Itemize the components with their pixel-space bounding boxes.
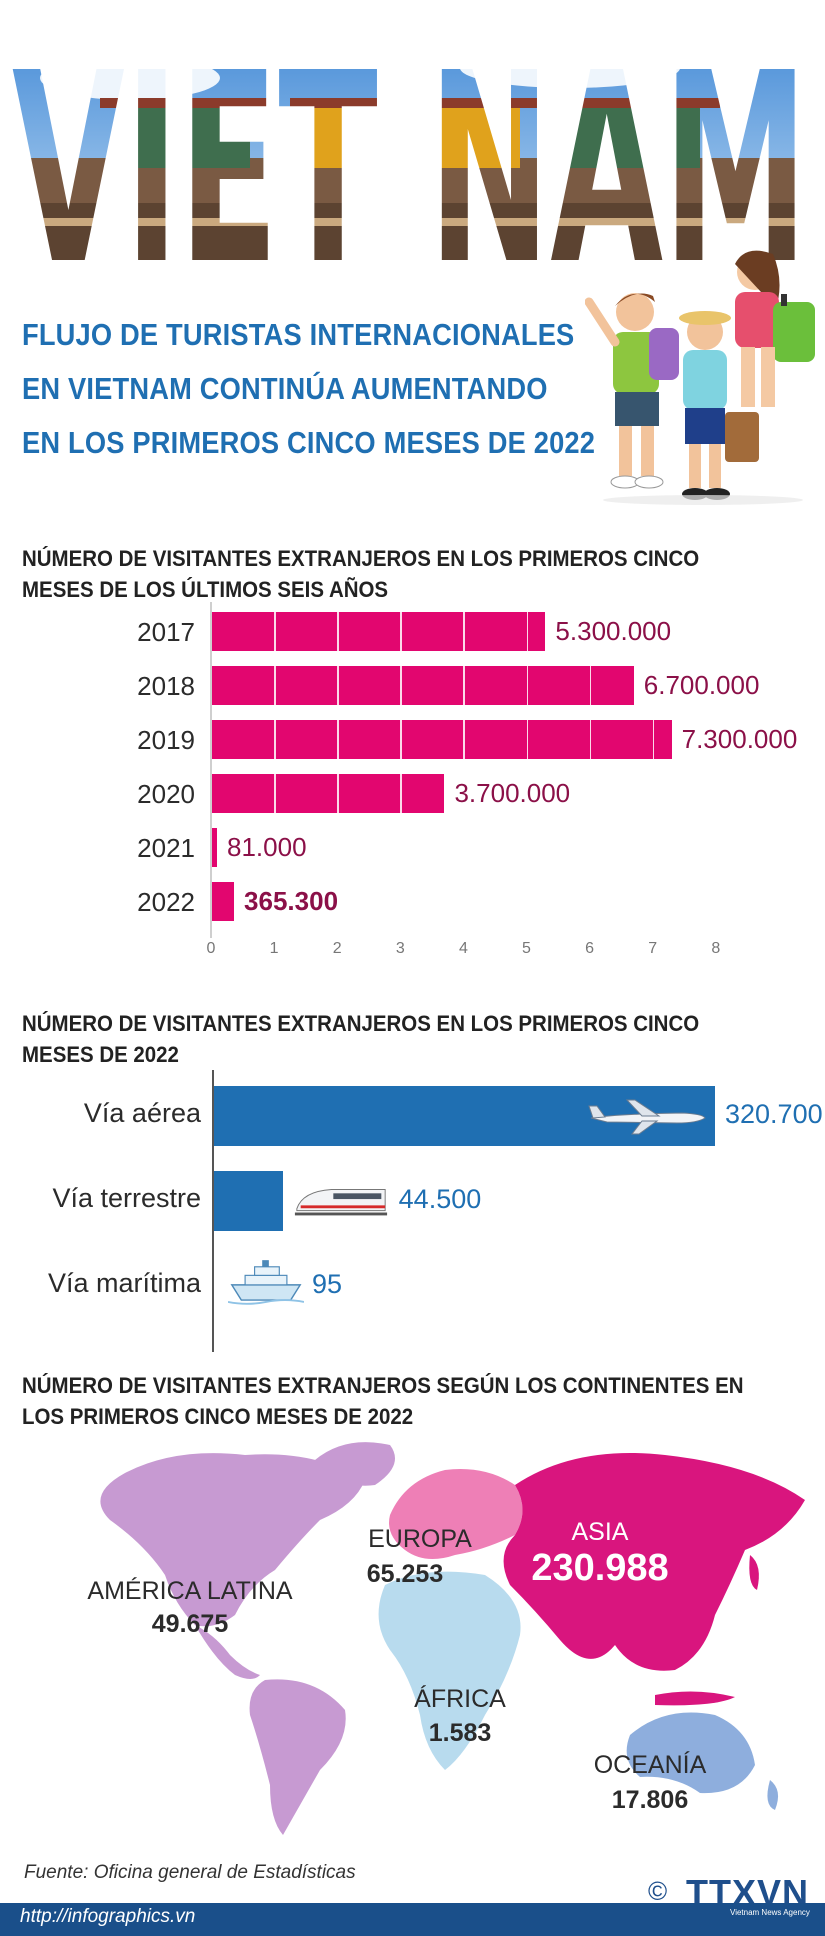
north-america-shape [100,1453,365,1627]
region-value-africa: 1.583 [428,1719,492,1747]
x-tick-5: 5 [522,940,531,957]
indonesia-shape [655,1691,735,1706]
yearly-visitors-chart: 2017 5.300.000 2018 6.700.000 2019 7.300.000 2… [0,600,825,960]
bar-2019 [211,720,672,759]
x-tick-3: 3 [395,940,405,957]
region-value-oceania: 17.806 [611,1786,689,1814]
bar-segment-line [589,720,592,759]
value-label-2017: 5.300.000 [555,616,672,646]
title-line-3: EN LOS PRIMEROS CINCO MESES DE 2022 [22,425,596,460]
bar-segment-line [463,666,465,705]
logo-subtitle: Vietnam News Agency [730,1908,810,1917]
region-value-asia: 230.988 [531,1547,669,1589]
bar-segment-line [337,666,339,705]
tourists-illustration [585,250,815,505]
chart2-axis-line [212,1070,214,1352]
bar-segment-line [463,720,465,759]
bar-segment-line [526,612,528,651]
bar-segment-line [337,612,339,651]
year-label-2020: 2020 [137,779,195,809]
bar-segment-line [526,666,528,705]
footer-url-link[interactable]: http://infographics.vn [20,1906,196,1927]
mode-label-v-a-a-rea: Vía aérea [83,1098,201,1128]
ship-icon [228,1260,304,1305]
bar-2018 [211,666,634,705]
chart3-title: NÚMERO DE VISITANTES EXTRANJEROS SEGÚN L… [22,1373,744,1429]
value-label-2018: 6.700.000 [643,670,760,700]
mode-label-v-a-terrestre: Vía terrestre [52,1183,201,1213]
region-name-latin-america: AMÉRICA LATINA [87,1577,293,1605]
value-label-2022: 365.300 [244,886,339,916]
year-label-2019: 2019 [137,725,195,755]
bar-segment-line [400,720,402,759]
x-tick-2: 2 [332,940,342,957]
bar-segment-line [652,720,655,759]
region-name-europe: EUROPA [368,1525,472,1553]
chart1-title: NÚMERO DE VISITANTES EXTRANJEROS EN LOS … [22,546,700,602]
region-name-asia: ASIA [571,1518,629,1546]
year-label-2017: 2017 [137,617,195,647]
value-label-2019: 7.300.000 [681,724,798,754]
year-label-2018: 2018 [137,671,195,701]
viet-nam-banner: VIET NAM [12,38,808,268]
africa-shape [378,1571,521,1770]
copyright-symbol: © [648,1876,668,1906]
mode-label-v-a-mar-tima: Vía marítima [47,1268,201,1298]
world-map [100,1442,805,1835]
year-label-2021: 2021 [137,833,195,863]
x-tick-0: 0 [206,940,216,957]
bar-segment-line [274,774,276,813]
title-line-1: FLUJO DE TURISTAS INTERNACIONALES [22,317,575,352]
bar-segment-line [400,666,402,705]
bar-segment-line [274,612,276,651]
value-label-v-a-a-rea: 320.700 [725,1099,823,1129]
chart1-axis-line [210,602,212,938]
x-tick-4: 4 [458,940,468,957]
bar-2020 [211,774,445,813]
bar-segment-line [400,612,402,651]
bar-segment-line [274,666,276,705]
europe-shape [389,1469,523,1559]
greenland-shape [315,1442,395,1486]
bar-segment-line [400,774,402,813]
source-note: Fuente: Oficina general de Estadísticas [24,1862,356,1883]
asia-shape [503,1453,805,1671]
value-label-v-a-mar-tima: 95 [312,1269,343,1299]
bar-v-a-terrestre [213,1171,283,1231]
south-america-shape [249,1679,346,1835]
region-value-europe: 65.253 [366,1560,444,1588]
value-label-2020: 3.700.000 [454,778,571,808]
x-tick-8: 8 [711,940,721,957]
x-tick-7: 7 [648,940,658,957]
region-name-africa: ÁFRICA [414,1685,506,1713]
year-label-2022: 2022 [137,887,195,917]
airplane-icon [588,1099,706,1135]
x-tick-1: 1 [269,940,279,957]
japan-shape [749,1555,759,1590]
region-value-latin-america: 49.675 [151,1610,229,1638]
bar-2022 [211,882,235,921]
central-america-shape [195,1625,260,1679]
bar-segment-line [526,720,528,759]
bar-2021 [211,828,217,867]
bar-2017 [211,612,546,651]
main-title: FLUJO DE TURISTAS INTERNACIONALES EN VIE… [22,308,596,470]
footer-bar [0,1903,825,1936]
new-zealand-shape [767,1780,779,1810]
bar-segment-line [274,720,276,759]
transport-mode-chart: Vía aérea 320.700 Vía terrestre 44.500 Vía m… [0,1070,825,1355]
title-line-2: EN VIETNAM CONTINÚA AUMENTANDO [22,371,548,406]
bar-segment-line [337,774,339,813]
bar-segment-line [589,666,592,705]
bar-segment-line [337,720,339,759]
x-tick-6: 6 [585,940,595,957]
oceania-shape [626,1712,755,1794]
train-icon [294,1189,387,1216]
chart2-title: NÚMERO DE VISITANTES EXTRANJEROS EN LOS … [22,1011,700,1067]
value-label-2021: 81.000 [227,832,307,862]
value-label-v-a-terrestre: 44.500 [398,1184,482,1214]
bar-segment-line [463,612,465,651]
region-name-oceania: OCEANÍA [593,1751,707,1779]
